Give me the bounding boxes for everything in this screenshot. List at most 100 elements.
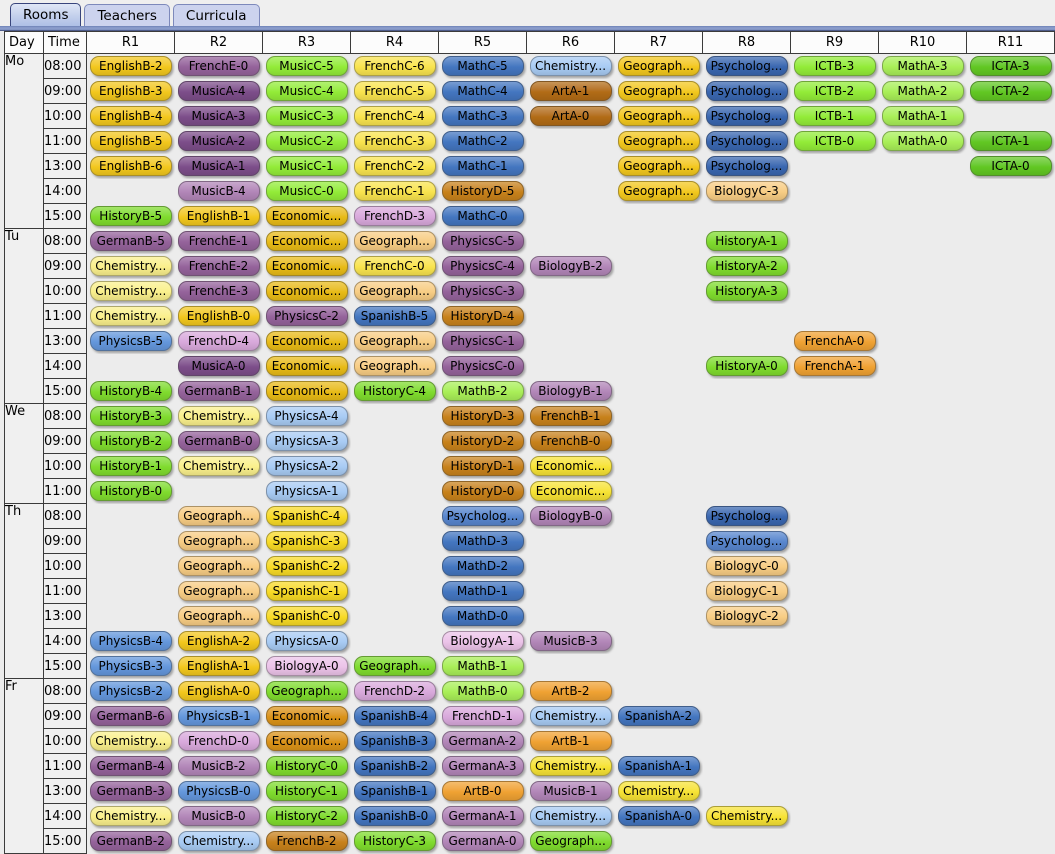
lesson-pill[interactable]: ICTB-2: [793, 81, 876, 101]
lesson-pill[interactable]: SpanishA-1: [617, 756, 700, 776]
lesson-pill[interactable]: GermanB-0: [177, 431, 260, 451]
lesson-pill[interactable]: SpanishB-5: [353, 306, 436, 326]
lesson-pill[interactable]: HistoryD-0: [441, 481, 524, 501]
lesson-pill[interactable]: PhysicsB-0: [177, 781, 260, 801]
lesson-pill[interactable]: HistoryB-0: [90, 481, 172, 501]
lesson-pill[interactable]: MathA-0: [881, 131, 964, 151]
lesson-pill[interactable]: MathC-4: [441, 81, 524, 101]
lesson-pill[interactable]: EnglishB-5: [90, 131, 172, 151]
lesson-pill[interactable]: Economic...: [529, 456, 612, 476]
lesson-pill[interactable]: GermanB-4: [90, 756, 172, 776]
lesson-pill[interactable]: PhysicsA-3: [265, 431, 348, 451]
lesson-pill[interactable]: MusicB-3: [529, 631, 612, 651]
lesson-pill[interactable]: Geograph...: [353, 231, 436, 251]
lesson-pill[interactable]: Chemistry...: [529, 756, 612, 776]
lesson-pill[interactable]: Economic...: [529, 481, 612, 501]
lesson-pill[interactable]: EnglishB-4: [90, 106, 172, 126]
lesson-pill[interactable]: ArtA-1: [529, 81, 612, 101]
lesson-pill[interactable]: PhysicsB-5: [90, 331, 172, 351]
lesson-pill[interactable]: BiologyA-0: [265, 656, 348, 676]
lesson-pill[interactable]: EnglishB-1: [177, 206, 260, 226]
lesson-pill[interactable]: GermanB-3: [90, 781, 172, 801]
tab-rooms[interactable]: Rooms: [10, 3, 82, 26]
lesson-pill[interactable]: SpanishA-0: [617, 806, 700, 826]
lesson-pill[interactable]: BiologyB-0: [529, 506, 612, 526]
lesson-pill[interactable]: FrenchC-0: [353, 256, 436, 276]
lesson-pill[interactable]: PhysicsC-5: [441, 231, 524, 251]
lesson-pill[interactable]: Psycholog...: [705, 81, 788, 101]
lesson-pill[interactable]: MusicA-1: [177, 156, 260, 176]
lesson-pill[interactable]: Geograph...: [177, 581, 260, 601]
lesson-pill[interactable]: Economic...: [265, 231, 348, 251]
lesson-pill[interactable]: HistoryB-1: [90, 456, 172, 476]
lesson-pill[interactable]: HistoryB-4: [90, 381, 172, 401]
lesson-pill[interactable]: FrenchC-5: [353, 81, 436, 101]
lesson-pill[interactable]: GermanB-6: [90, 706, 172, 726]
lesson-pill[interactable]: Chemistry...: [90, 806, 172, 826]
lesson-pill[interactable]: BiologyC-0: [705, 556, 788, 576]
lesson-pill[interactable]: HistoryB-2: [90, 431, 172, 451]
lesson-pill[interactable]: Geograph...: [177, 531, 260, 551]
lesson-pill[interactable]: Psycholog...: [441, 506, 524, 526]
lesson-pill[interactable]: Geograph...: [177, 506, 260, 526]
lesson-pill[interactable]: HistoryA-2: [705, 256, 788, 276]
lesson-pill[interactable]: PhysicsC-4: [441, 256, 524, 276]
lesson-pill[interactable]: PhysicsB-4: [90, 631, 172, 651]
lesson-pill[interactable]: SpanishC-3: [265, 531, 348, 551]
lesson-pill[interactable]: Chemistry...: [90, 281, 172, 301]
lesson-pill[interactable]: Geograph...: [529, 831, 612, 851]
lesson-pill[interactable]: MusicB-4: [177, 181, 260, 201]
lesson-pill[interactable]: Psycholog...: [705, 106, 788, 126]
lesson-pill[interactable]: Economic...: [265, 356, 348, 376]
lesson-pill[interactable]: MathB-2: [441, 381, 524, 401]
lesson-pill[interactable]: Psycholog...: [705, 506, 788, 526]
lesson-pill[interactable]: GermanA-0: [441, 831, 524, 851]
lesson-pill[interactable]: MathC-2: [441, 131, 524, 151]
lesson-pill[interactable]: MathD-2: [441, 556, 524, 576]
lesson-pill[interactable]: MathB-1: [441, 656, 524, 676]
lesson-pill[interactable]: SpanishC-0: [265, 606, 348, 626]
lesson-pill[interactable]: BiologyC-1: [705, 581, 788, 601]
lesson-pill[interactable]: ArtB-2: [529, 681, 612, 701]
lesson-pill[interactable]: BiologyA-1: [441, 631, 524, 651]
lesson-pill[interactable]: Geograph...: [617, 106, 700, 126]
lesson-pill[interactable]: PhysicsA-2: [265, 456, 348, 476]
lesson-pill[interactable]: SpanishC-2: [265, 556, 348, 576]
lesson-pill[interactable]: BiologyC-3: [705, 181, 788, 201]
lesson-pill[interactable]: FrenchB-2: [265, 831, 348, 851]
lesson-pill[interactable]: PhysicsB-1: [177, 706, 260, 726]
lesson-pill[interactable]: HistoryA-0: [705, 356, 788, 376]
lesson-pill[interactable]: FrenchC-4: [353, 106, 436, 126]
lesson-pill[interactable]: Chemistry...: [177, 406, 260, 426]
lesson-pill[interactable]: HistoryC-1: [265, 781, 348, 801]
lesson-pill[interactable]: MathD-1: [441, 581, 524, 601]
lesson-pill[interactable]: SpanishC-1: [265, 581, 348, 601]
lesson-pill[interactable]: MathC-5: [441, 56, 524, 77]
lesson-pill[interactable]: FrenchD-2: [353, 681, 436, 701]
lesson-pill[interactable]: MathC-0: [441, 206, 524, 226]
lesson-pill[interactable]: HistoryC-4: [353, 381, 436, 401]
lesson-pill[interactable]: HistoryD-1: [441, 456, 524, 476]
lesson-pill[interactable]: FrenchD-0: [177, 731, 260, 751]
lesson-pill[interactable]: HistoryD-5: [441, 181, 524, 201]
lesson-pill[interactable]: FrenchC-3: [353, 131, 436, 151]
lesson-pill[interactable]: MusicC-4: [265, 81, 348, 101]
tab-teachers[interactable]: Teachers: [84, 4, 170, 26]
lesson-pill[interactable]: FrenchE-1: [177, 231, 260, 251]
lesson-pill[interactable]: Psycholog...: [705, 156, 788, 176]
lesson-pill[interactable]: MusicA-2: [177, 131, 260, 151]
lesson-pill[interactable]: SpanishB-1: [353, 781, 436, 801]
lesson-pill[interactable]: MathC-1: [441, 156, 524, 176]
lesson-pill[interactable]: FrenchB-1: [529, 406, 612, 426]
lesson-pill[interactable]: MusicC-5: [265, 56, 348, 77]
lesson-pill[interactable]: Economic...: [265, 706, 348, 726]
lesson-pill[interactable]: Economic...: [265, 256, 348, 276]
lesson-pill[interactable]: Psycholog...: [705, 56, 788, 77]
lesson-pill[interactable]: EnglishA-0: [177, 681, 260, 701]
lesson-pill[interactable]: PhysicsA-0: [265, 631, 348, 651]
lesson-pill[interactable]: ICTA-3: [969, 56, 1052, 77]
lesson-pill[interactable]: BiologyB-1: [529, 381, 612, 401]
lesson-pill[interactable]: FrenchD-3: [353, 206, 436, 226]
lesson-pill[interactable]: Geograph...: [617, 181, 700, 201]
lesson-pill[interactable]: MusicB-0: [177, 806, 260, 826]
